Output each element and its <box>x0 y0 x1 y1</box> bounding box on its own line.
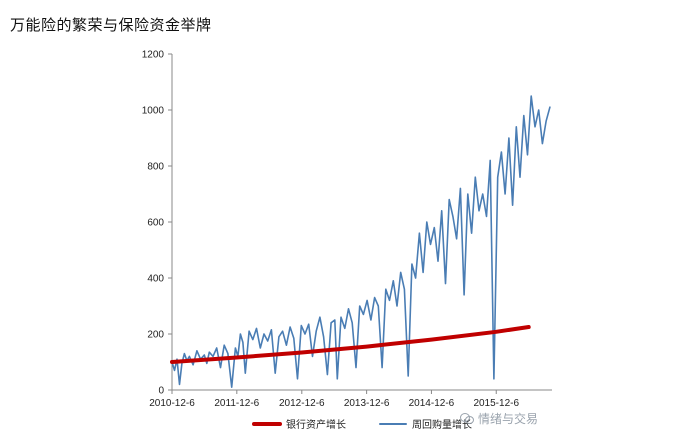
y-tick-label: 1000 <box>142 106 165 117</box>
x-tick-label: 2012-12-6 <box>279 398 325 409</box>
legend-item-repo-volume-label: 周回购量增长 <box>412 418 472 431</box>
y-tick-label: 600 <box>147 218 164 229</box>
watermark: 情绪与交易 <box>460 410 538 427</box>
chart-area: 0 200 400 600 800 1000 1200 2010-12-6 2011-12-6 2… <box>142 50 552 431</box>
x-tick-label: 2011-12-6 <box>214 398 259 409</box>
x-tick-label: 2010-12-6 <box>149 398 195 409</box>
series-line-bank-assets <box>170 325 531 364</box>
page-title: 万能险的繁荣与保险资金举牌 <box>10 16 212 34</box>
y-tick-label: 800 <box>147 162 164 173</box>
y-tick-label: 1200 <box>142 50 165 61</box>
x-tick-label: 2013-12-6 <box>344 398 390 409</box>
y-tick-label: 200 <box>147 330 164 341</box>
x-tick-label: 2014-12-6 <box>409 398 455 409</box>
legend-item-bank-assets-label: 银行资产增长 <box>286 418 346 431</box>
watermark-text: 情绪与交易 <box>478 412 539 426</box>
wechat-icon <box>460 413 474 424</box>
y-tick-label: 400 <box>147 274 164 285</box>
x-tick-label: 2015-12-6 <box>473 398 519 409</box>
y-tick-label: 0 <box>158 386 164 397</box>
series-line-repo-volume <box>171 95 551 389</box>
